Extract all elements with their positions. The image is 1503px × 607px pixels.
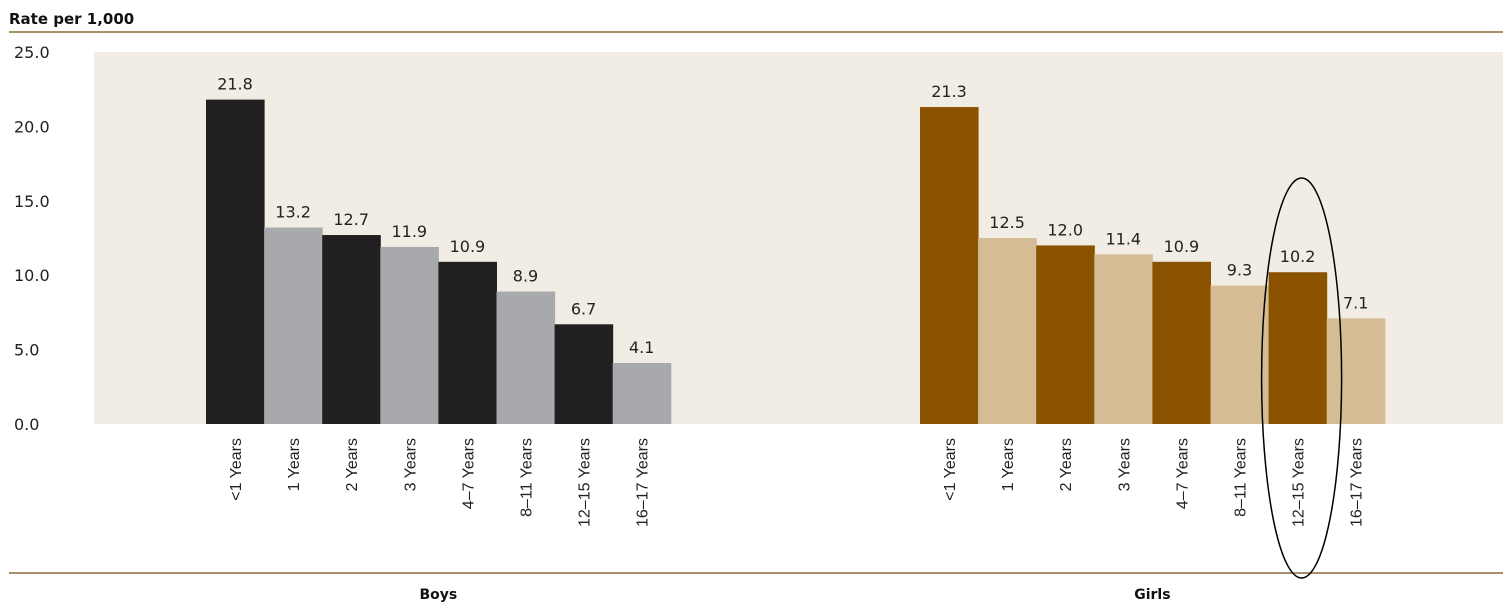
- data-label: 21.3: [931, 82, 967, 101]
- data-label: 4.1: [629, 338, 654, 357]
- y-tick-label: 10.0: [14, 266, 50, 285]
- x-tick-label: <1 Years: [942, 438, 959, 501]
- bars: [206, 99, 1386, 424]
- x-tick-label: 4–7 Years: [460, 438, 477, 509]
- group-labels: Boys Girls: [420, 587, 1171, 603]
- bar: [1268, 272, 1328, 424]
- data-label: 10.9: [450, 237, 486, 256]
- x-tick-label: 8–11 Years: [519, 438, 536, 517]
- y-axis-title: Rate per 1,000: [9, 10, 134, 28]
- x-tick-label: 3 Years: [1116, 438, 1133, 491]
- data-label: 11.9: [391, 222, 427, 241]
- bar: [1036, 245, 1095, 424]
- bar: [438, 261, 497, 424]
- bar: [206, 99, 265, 424]
- group-label: Boys: [420, 587, 458, 603]
- data-label: 10.9: [1164, 237, 1200, 256]
- x-tick-label: 2 Years: [1058, 438, 1075, 491]
- group-label: Girls: [1134, 587, 1170, 603]
- bar: [322, 235, 381, 424]
- y-tick-label: 25.0: [14, 43, 50, 62]
- data-label: 12.5: [989, 213, 1025, 232]
- data-label: 6.7: [571, 299, 596, 318]
- bar: [1210, 285, 1270, 424]
- bar: [1094, 254, 1153, 424]
- bar: [978, 238, 1037, 424]
- data-label: 10.2: [1280, 247, 1316, 266]
- y-tick-label: 20.0: [14, 117, 50, 136]
- x-tick-label: 8–11 Years: [1233, 438, 1250, 517]
- bar: [612, 362, 672, 424]
- data-label: 8.9: [513, 267, 538, 286]
- x-tick-label: 12–15 Years: [577, 438, 594, 527]
- bar: [1152, 261, 1211, 424]
- x-tick-label: 12–15 Years: [1291, 438, 1308, 527]
- highlight-layer: [1260, 177, 1343, 579]
- y-axis: 0.0 5.0 10.0 15.0 20.0 25.0: [14, 43, 50, 434]
- bar: [264, 227, 323, 424]
- bar: [1326, 318, 1386, 424]
- data-label: 12.0: [1047, 220, 1083, 239]
- y-tick-label: 0.0: [14, 415, 39, 434]
- x-tick-label: 16–17 Years: [635, 438, 652, 527]
- data-label: 12.7: [333, 210, 369, 229]
- highlight-ellipse: [1260, 177, 1343, 579]
- y-tick-label: 5.0: [14, 341, 39, 360]
- x-tick-label: 16–17 Years: [1349, 438, 1366, 527]
- data-label: 9.3: [1227, 261, 1252, 280]
- x-tick-label: <1 Years: [228, 438, 245, 501]
- x-tick-label: 1 Years: [286, 438, 303, 491]
- x-tick-label: 4–7 Years: [1174, 438, 1191, 509]
- x-tick-labels: <1 Years 1 Years 2 Years 3 Years 4–7 Years 8–…: [228, 438, 1366, 527]
- x-tick-label: 2 Years: [344, 438, 361, 491]
- data-label: 13.2: [275, 203, 311, 222]
- bar: [554, 324, 614, 424]
- data-label: 11.4: [1105, 229, 1141, 248]
- data-label: 7.1: [1343, 293, 1368, 312]
- x-tick-label: 1 Years: [1000, 438, 1017, 491]
- data-labels: 21.8 13.2 12.7 11.9 10.9 8.9 6.7 4.1 21.3 12.5 12.…: [217, 75, 1368, 357]
- x-tick-label: 3 Years: [402, 438, 419, 491]
- y-tick-label: 15.0: [14, 192, 50, 211]
- bar: [920, 107, 979, 424]
- bar: [380, 246, 439, 424]
- bar: [496, 291, 556, 424]
- data-label: 21.8: [217, 75, 253, 94]
